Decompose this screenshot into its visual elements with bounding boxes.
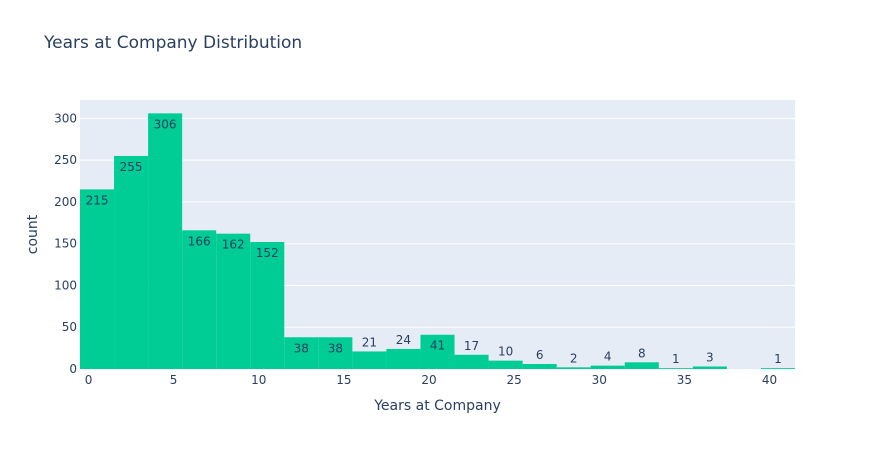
y-tick-label: 50 xyxy=(62,320,77,334)
bar-data-label: 10 xyxy=(498,345,513,359)
histogram-bar[interactable] xyxy=(318,337,353,369)
histogram-bar[interactable] xyxy=(420,334,455,369)
y-tick-label: 200 xyxy=(54,195,77,209)
x-tick-label: 20 xyxy=(421,373,436,387)
histogram-bar[interactable] xyxy=(284,337,319,369)
bar-data-label: 306 xyxy=(154,117,177,131)
histogram-bar[interactable] xyxy=(760,368,795,369)
histogram-bar[interactable] xyxy=(556,367,591,369)
x-tick-label: 10 xyxy=(251,373,266,387)
x-tick-label: 30 xyxy=(592,373,607,387)
bar-data-label: 2 xyxy=(570,351,578,365)
y-axis-title: count xyxy=(25,214,41,254)
x-tick-label: 25 xyxy=(506,373,521,387)
y-tick-label: 250 xyxy=(54,153,77,167)
histogram-bar[interactable] xyxy=(148,113,183,370)
bar-data-label: 38 xyxy=(294,341,309,355)
x-tick-label: 15 xyxy=(336,373,351,387)
histogram-bar[interactable] xyxy=(250,242,285,369)
histogram-bar[interactable] xyxy=(114,155,149,369)
bars xyxy=(80,113,795,370)
bar-data-label: 152 xyxy=(256,246,279,260)
x-axis-title: Years at Company xyxy=(373,398,501,414)
y-tick-label: 0 xyxy=(69,362,77,376)
histogram-bar[interactable] xyxy=(216,233,251,369)
y-tick-label: 150 xyxy=(54,237,77,251)
histogram-bar[interactable] xyxy=(488,360,523,369)
x-tick-label: 0 xyxy=(85,373,93,387)
histogram-bar[interactable] xyxy=(182,230,217,369)
bar-data-label: 24 xyxy=(396,333,411,347)
bar-data-label: 255 xyxy=(120,160,143,174)
histogram-bar[interactable] xyxy=(386,348,421,369)
bar-data-label: 6 xyxy=(536,348,544,362)
gridlines xyxy=(80,117,795,328)
y-tick-label: 100 xyxy=(54,278,77,292)
histogram-bar[interactable] xyxy=(692,366,727,369)
histogram-bar[interactable] xyxy=(624,362,659,369)
bar-data-label: 4 xyxy=(604,350,612,364)
bar-data-label: 21 xyxy=(362,335,377,349)
chart-title: Years at Company Distribution xyxy=(44,33,303,53)
y-axis-ticks: 0 50 100 150 200 250 300 xyxy=(54,111,77,376)
histogram-bar[interactable] xyxy=(522,363,557,369)
histogram-bar[interactable] xyxy=(454,354,489,369)
x-axis-ticks: 0 5 10 15 20 25 30 35 40 xyxy=(85,373,777,387)
bar-data-label: 166 xyxy=(188,234,211,248)
histogram-bar[interactable] xyxy=(590,365,625,369)
bar-data-label: 162 xyxy=(222,238,245,252)
bar-data-label: 1 xyxy=(672,352,680,366)
bar-data-label: 38 xyxy=(328,341,343,355)
bar-data-label: 3 xyxy=(706,350,714,364)
x-tick-label: 35 xyxy=(677,373,692,387)
histogram-bar[interactable] xyxy=(80,189,115,369)
histogram-bar[interactable] xyxy=(352,351,387,369)
bar-data-label: 17 xyxy=(464,339,479,353)
bar-data-label: 215 xyxy=(86,193,109,207)
histogram-bar[interactable] xyxy=(658,368,693,369)
x-tick-label: 40 xyxy=(762,373,777,387)
x-tick-label: 5 xyxy=(170,373,178,387)
bar-data-label: 1 xyxy=(774,352,782,366)
y-tick-label: 300 xyxy=(54,111,77,125)
bar-data-label: 8 xyxy=(638,346,646,360)
bar-data-label: 41 xyxy=(430,339,445,353)
